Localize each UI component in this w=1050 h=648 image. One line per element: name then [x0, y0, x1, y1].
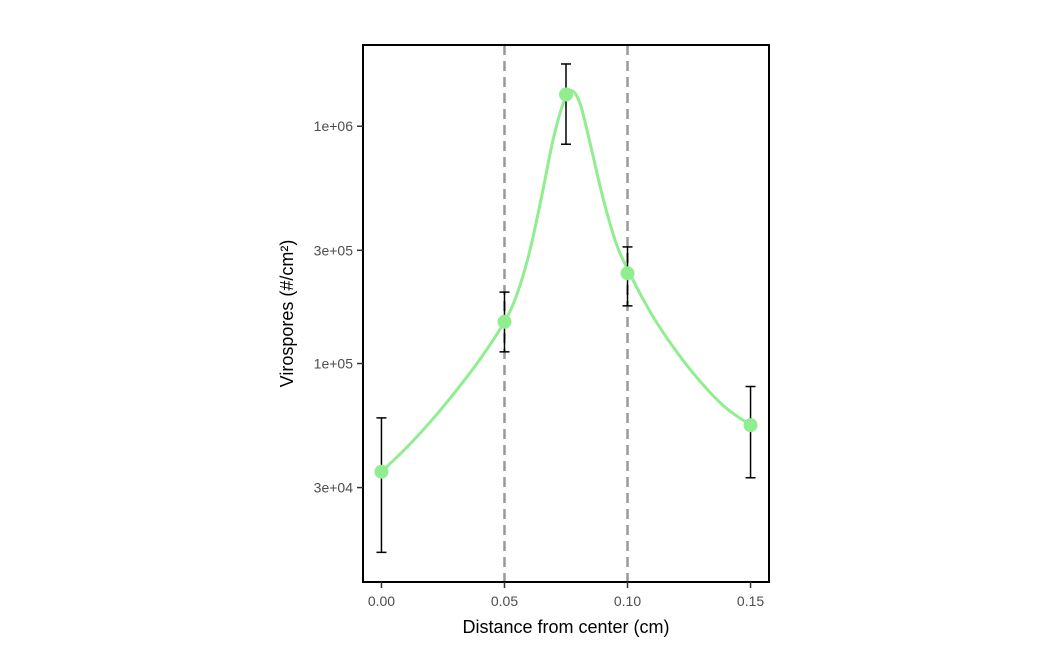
x-tick-label: 0.05 — [491, 593, 518, 609]
data-point — [374, 464, 389, 479]
y-axis-ticks: 3e+04 1e+05 3e+05 1e+06 — [314, 118, 363, 496]
x-axis-ticks: 0.00 0.05 0.10 0.15 — [368, 582, 764, 609]
x-axis-title: Distance from center (cm) — [462, 617, 669, 637]
fit-curve-layer — [380, 88, 752, 473]
x-tick-label: 0.15 — [737, 593, 764, 609]
y-axis-title: Virospores (#/cm²) — [277, 240, 297, 388]
plot-panel-border — [362, 44, 770, 583]
data-point — [743, 418, 758, 433]
fit-curve — [380, 88, 752, 473]
data-points — [374, 87, 758, 479]
x-tick-label: 0.10 — [614, 593, 641, 609]
x-tick-label: 0.00 — [368, 593, 395, 609]
y-tick-label: 3e+05 — [314, 242, 354, 258]
data-point — [559, 87, 573, 102]
reference-lines — [503, 45, 629, 582]
error-bars — [376, 63, 756, 554]
data-point — [620, 266, 635, 281]
y-tick-label: 1e+05 — [314, 356, 354, 372]
y-tick-label: 3e+04 — [314, 480, 354, 496]
data-point — [497, 314, 512, 329]
y-tick-label: 1e+06 — [314, 118, 354, 134]
